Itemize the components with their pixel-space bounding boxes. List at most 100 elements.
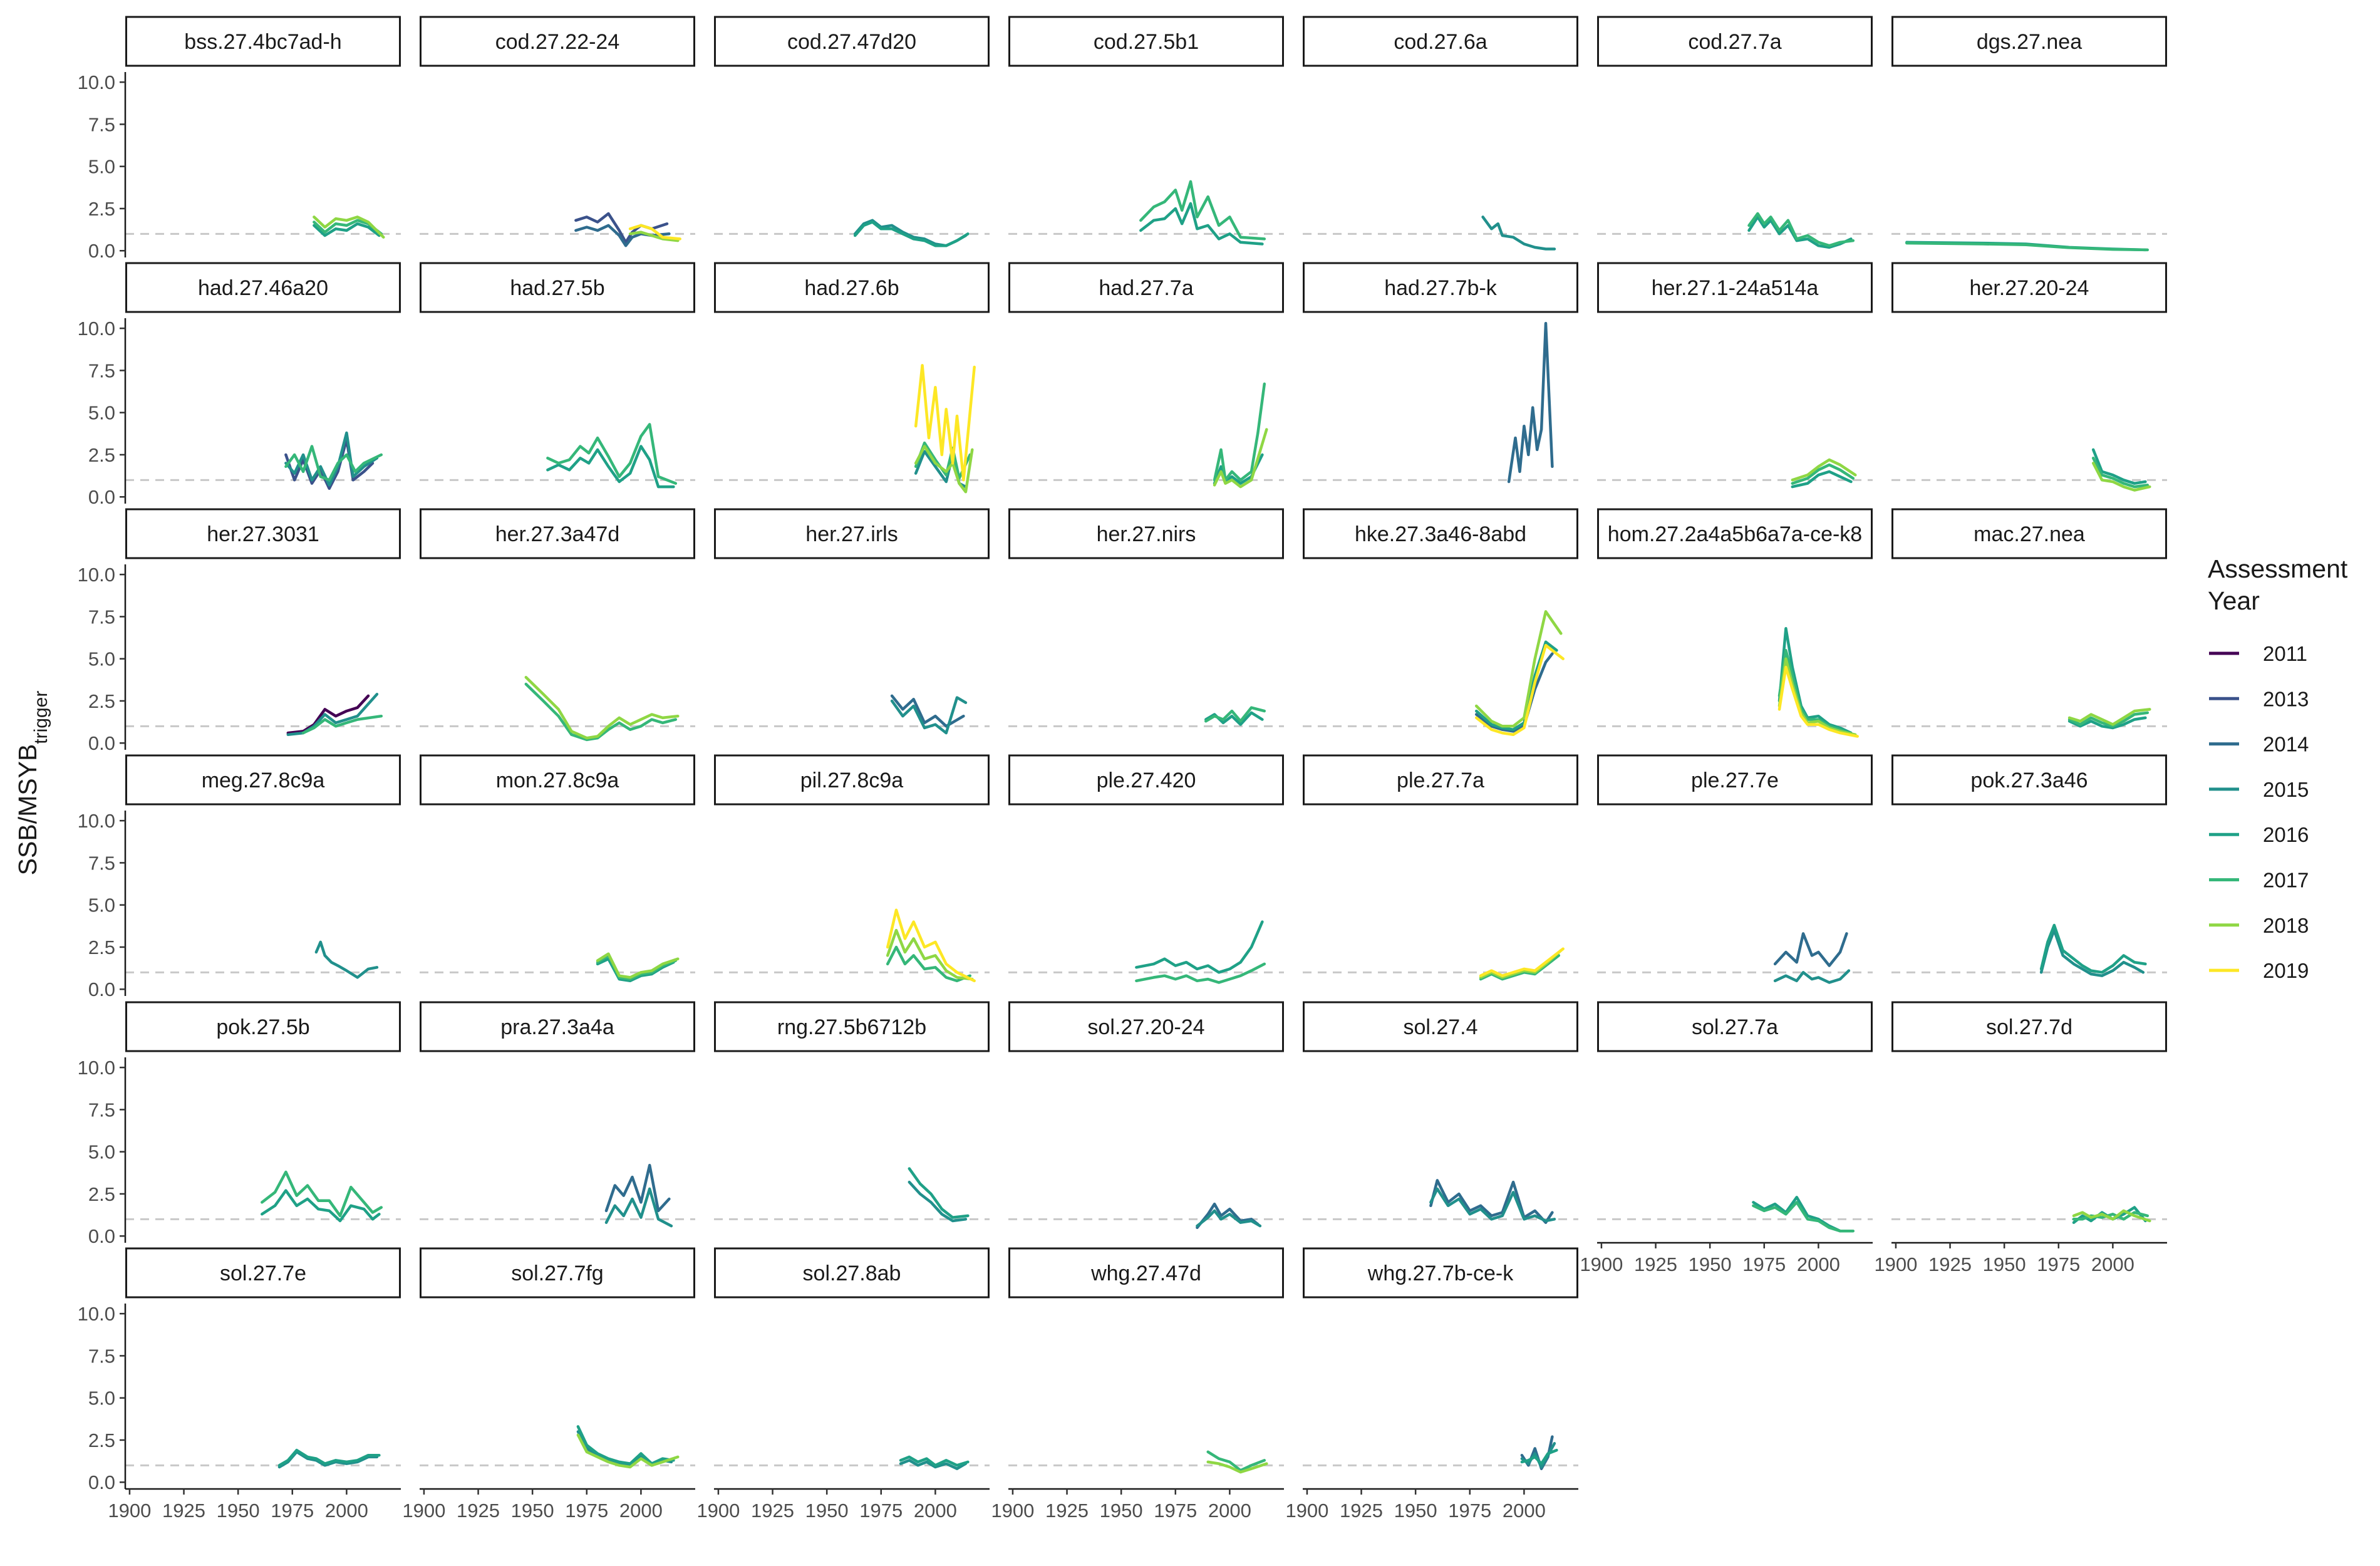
facet-panel: rng.27.5b6712b	[714, 1001, 990, 1223]
x-tick-label: 1950	[217, 1500, 260, 1522]
series-line-2011	[286, 694, 370, 735]
x-tick-label: 1925	[1634, 1253, 1677, 1275]
facet-panel: had.27.7a	[1008, 262, 1284, 489]
facet-title: her.27.1-24a514a	[1652, 276, 1819, 300]
facet-strip	[1891, 1001, 2167, 1052]
x-tick-label: 1950	[511, 1500, 554, 1522]
series-line-2017	[1752, 1201, 1855, 1233]
facet-panel: ple.27.7e	[1597, 754, 1873, 984]
facet-panel: mon.27.8c9a	[420, 754, 695, 983]
legend: Assessment Year 2011 2013 2014 2015 2016 2017 20…	[2208, 554, 2348, 982]
facet-title: whg.27.7b-ce-k	[1367, 1262, 1514, 1285]
facet-strip	[420, 508, 695, 559]
facet-strip	[1597, 16, 1873, 67]
x-tick-label: 1950	[1689, 1253, 1732, 1275]
x-tick-label: 1975	[859, 1500, 903, 1522]
facet-strip	[1303, 754, 1578, 806]
series-line-2016	[2067, 716, 2147, 730]
series-line-2018	[524, 676, 680, 740]
series-line-2018	[1791, 458, 1857, 482]
facet-strip	[420, 754, 695, 806]
facet-panel: her.27.irls	[714, 508, 990, 735]
facet-panel: meg.27.8c9a 0.0 2.5 5.0 7.5 10.0	[78, 754, 401, 1000]
x-tick-label: 1950	[1394, 1500, 1437, 1522]
facet-panel: had.27.46a20 0.0 2.5 5.0 7.5 10.0	[78, 262, 401, 508]
x-tick-label: 2000	[2091, 1253, 2134, 1275]
y-tick-label: 5.0	[88, 402, 115, 424]
y-tick-label: 0.0	[88, 1471, 115, 1493]
facet-title: cod.27.22-24	[495, 30, 620, 54]
facet-strip	[1008, 16, 1284, 67]
x-tick-label: 1900	[108, 1500, 151, 1522]
facet-title: her.27.nirs	[1097, 522, 1196, 546]
series-line-2019	[1474, 643, 1565, 737]
series-line-2014	[1196, 1202, 1260, 1230]
series-line-2016	[1139, 202, 1264, 246]
facet-strip	[714, 508, 990, 559]
x-tick-label: 2000	[1797, 1253, 1840, 1275]
series-line-2016	[546, 445, 675, 489]
y-tick-label: 7.5	[88, 1345, 115, 1367]
facet-panel: whg.27.47d 1900 1925 1950 1975 2000	[991, 1247, 1284, 1522]
facet-strip	[1597, 1001, 1873, 1052]
x-tick-label: 1975	[1448, 1500, 1491, 1522]
y-tick-label: 2.5	[88, 198, 115, 220]
series-line-2018	[886, 928, 974, 981]
legend-label-2013: 2013	[2263, 687, 2309, 710]
facet-panel: cod.27.5b1	[1008, 16, 1284, 246]
facet-panel: sol.27.20-24	[1008, 1001, 1284, 1230]
series-line-2017	[284, 445, 383, 482]
facet-title: sol.27.7fg	[511, 1262, 603, 1285]
series-line-2019	[1777, 665, 1859, 738]
series-line-2019	[628, 224, 681, 241]
facet-strip	[125, 754, 401, 806]
facet-title: her.27.irls	[805, 522, 898, 546]
y-tick-label: 10.0	[78, 318, 115, 340]
x-tick-label: 1975	[2037, 1253, 2080, 1275]
x-tick-label: 1925	[1928, 1253, 1972, 1275]
facet-strip	[420, 262, 695, 313]
y-tick-label: 2.5	[88, 444, 115, 466]
x-tick-label: 1975	[271, 1500, 314, 1522]
x-tick-label: 2000	[619, 1500, 663, 1522]
series-line-2016	[1135, 920, 1264, 974]
facet-panel: her.27.20-24	[1891, 262, 2167, 492]
facet-panel: pra.27.3a4a	[420, 1001, 695, 1228]
series-line-2017	[261, 1170, 383, 1218]
series-line-2017	[1206, 1450, 1266, 1472]
x-tick-label: 1975	[565, 1500, 608, 1522]
series-line-2016	[1752, 1196, 1853, 1233]
series-line-2018	[2067, 708, 2151, 726]
y-tick-label: 2.5	[88, 1183, 115, 1205]
series-line-2018	[596, 952, 680, 979]
y-tick-label: 7.5	[88, 606, 115, 628]
facet-panel: her.27.3a47d	[420, 508, 695, 742]
x-tick-label: 1900	[1874, 1253, 1917, 1275]
series-line-2017	[1777, 648, 1855, 737]
y-tick-label: 2.5	[88, 1429, 115, 1451]
facet-strip	[714, 262, 990, 313]
facet-panel: had.27.6b	[714, 262, 990, 494]
facet-title: ple.27.7a	[1397, 769, 1484, 792]
facet-title: mon.27.8c9a	[496, 769, 619, 792]
facet-strip	[1008, 1001, 1284, 1052]
facet-title: bss.27.4bc7ad-h	[184, 30, 341, 54]
x-tick-label: 1950	[1983, 1253, 2026, 1275]
series-line-2016	[1204, 711, 1264, 726]
series-line-2016	[277, 1448, 381, 1467]
y-tick-label: 7.5	[88, 852, 115, 874]
facet-title: her.27.3a47d	[495, 522, 620, 546]
series-line-2016	[2091, 448, 2147, 485]
x-tick-label: 1925	[1340, 1500, 1383, 1522]
series-line-2016	[576, 1425, 675, 1465]
series-line-2018	[914, 445, 974, 494]
legend-label-2017: 2017	[2263, 869, 2309, 892]
x-tick-label: 1925	[1045, 1500, 1089, 1522]
series-line-2018	[576, 1433, 680, 1469]
series-line-2017	[1135, 962, 1266, 984]
facet-title: cod.27.7a	[1688, 30, 1781, 54]
legend-label-2011: 2011	[2263, 642, 2307, 665]
series-line-2014	[890, 694, 965, 728]
x-tick-label: 2000	[1503, 1500, 1546, 1522]
y-tick-label: 7.5	[88, 1099, 115, 1121]
